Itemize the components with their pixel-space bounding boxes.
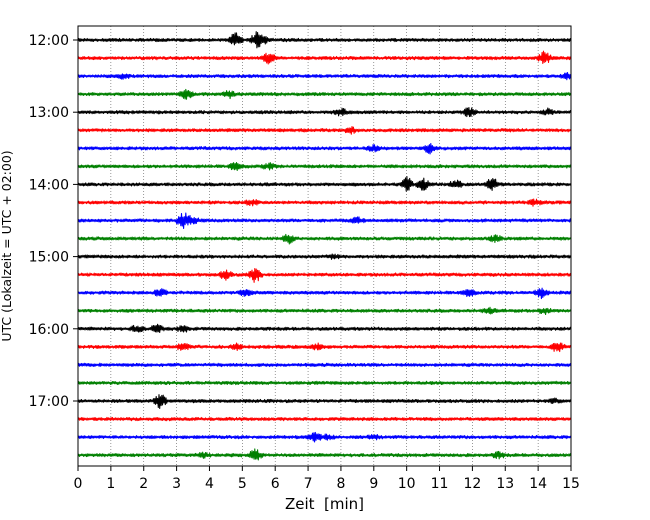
plot-frame: [77, 25, 572, 467]
y-axis: 12:00 13:00 14:00 15:00 16:00 17:00: [29, 33, 78, 410]
seismic-trace: [77, 253, 572, 260]
x-tick-label: 13: [496, 476, 514, 492]
seismic-trace: [77, 362, 572, 368]
x-tick-label: 4: [205, 476, 214, 492]
x-tick-label: 5: [238, 476, 247, 492]
seismic-trace: [77, 31, 572, 49]
x-tick-label: 12: [463, 476, 481, 492]
seismic-trace: [77, 268, 572, 283]
x-tick-label: 14: [529, 476, 547, 492]
seismic-trace: [77, 50, 572, 65]
seismic-trace: [77, 125, 572, 135]
trace-group: [77, 31, 572, 461]
seismic-trace: [77, 394, 572, 410]
seismic-trace: [77, 212, 572, 230]
seismic-trace: [77, 431, 572, 443]
x-tick-label: 0: [74, 476, 83, 492]
y-axis-title: UTC (Lokalzeit = UTC + 02:00): [0, 150, 14, 341]
seismic-trace: [77, 233, 572, 245]
x-tick-label: 3: [172, 476, 181, 492]
seismic-trace: [77, 287, 572, 300]
x-axis-title: Zeit [min]: [285, 495, 364, 513]
seismic-trace: [77, 416, 572, 422]
seismic-trace: [77, 88, 572, 100]
x-axis: 0 1 2 3 4 5 6 7 8 9 10 11 12 13 14 15: [74, 466, 580, 492]
seismic-trace: [77, 448, 572, 461]
seismic-trace: [77, 176, 572, 192]
x-tick-label: 1: [106, 476, 115, 492]
seismic-trace: [77, 306, 572, 316]
seismic-trace: [77, 380, 572, 386]
y-tick-label: 16:00: [29, 322, 69, 338]
seismic-trace: [77, 161, 572, 172]
seismic-trace: [77, 323, 572, 334]
x-tick-label: 11: [431, 476, 449, 492]
y-tick-label: 14:00: [29, 177, 69, 193]
grid-lines: [110, 26, 539, 466]
seismic-trace: [77, 342, 572, 353]
x-tick-label: 2: [139, 476, 148, 492]
seismic-trace: [77, 107, 572, 118]
y-tick-label: 17:00: [29, 394, 69, 410]
x-tick-label: 9: [369, 476, 378, 492]
x-tick-label: 10: [398, 476, 416, 492]
x-tick-label: 6: [271, 476, 280, 492]
x-tick-label: 7: [304, 476, 313, 492]
y-tick-label: 12:00: [29, 33, 69, 49]
seismic-trace: [77, 198, 572, 207]
x-tick-label: 8: [336, 476, 345, 492]
x-tick-label: 15: [562, 476, 580, 492]
y-tick-label: 13:00: [29, 105, 69, 121]
seismic-trace: [77, 142, 572, 155]
y-tick-label: 15:00: [29, 250, 69, 266]
seismic-trace: [77, 72, 572, 81]
